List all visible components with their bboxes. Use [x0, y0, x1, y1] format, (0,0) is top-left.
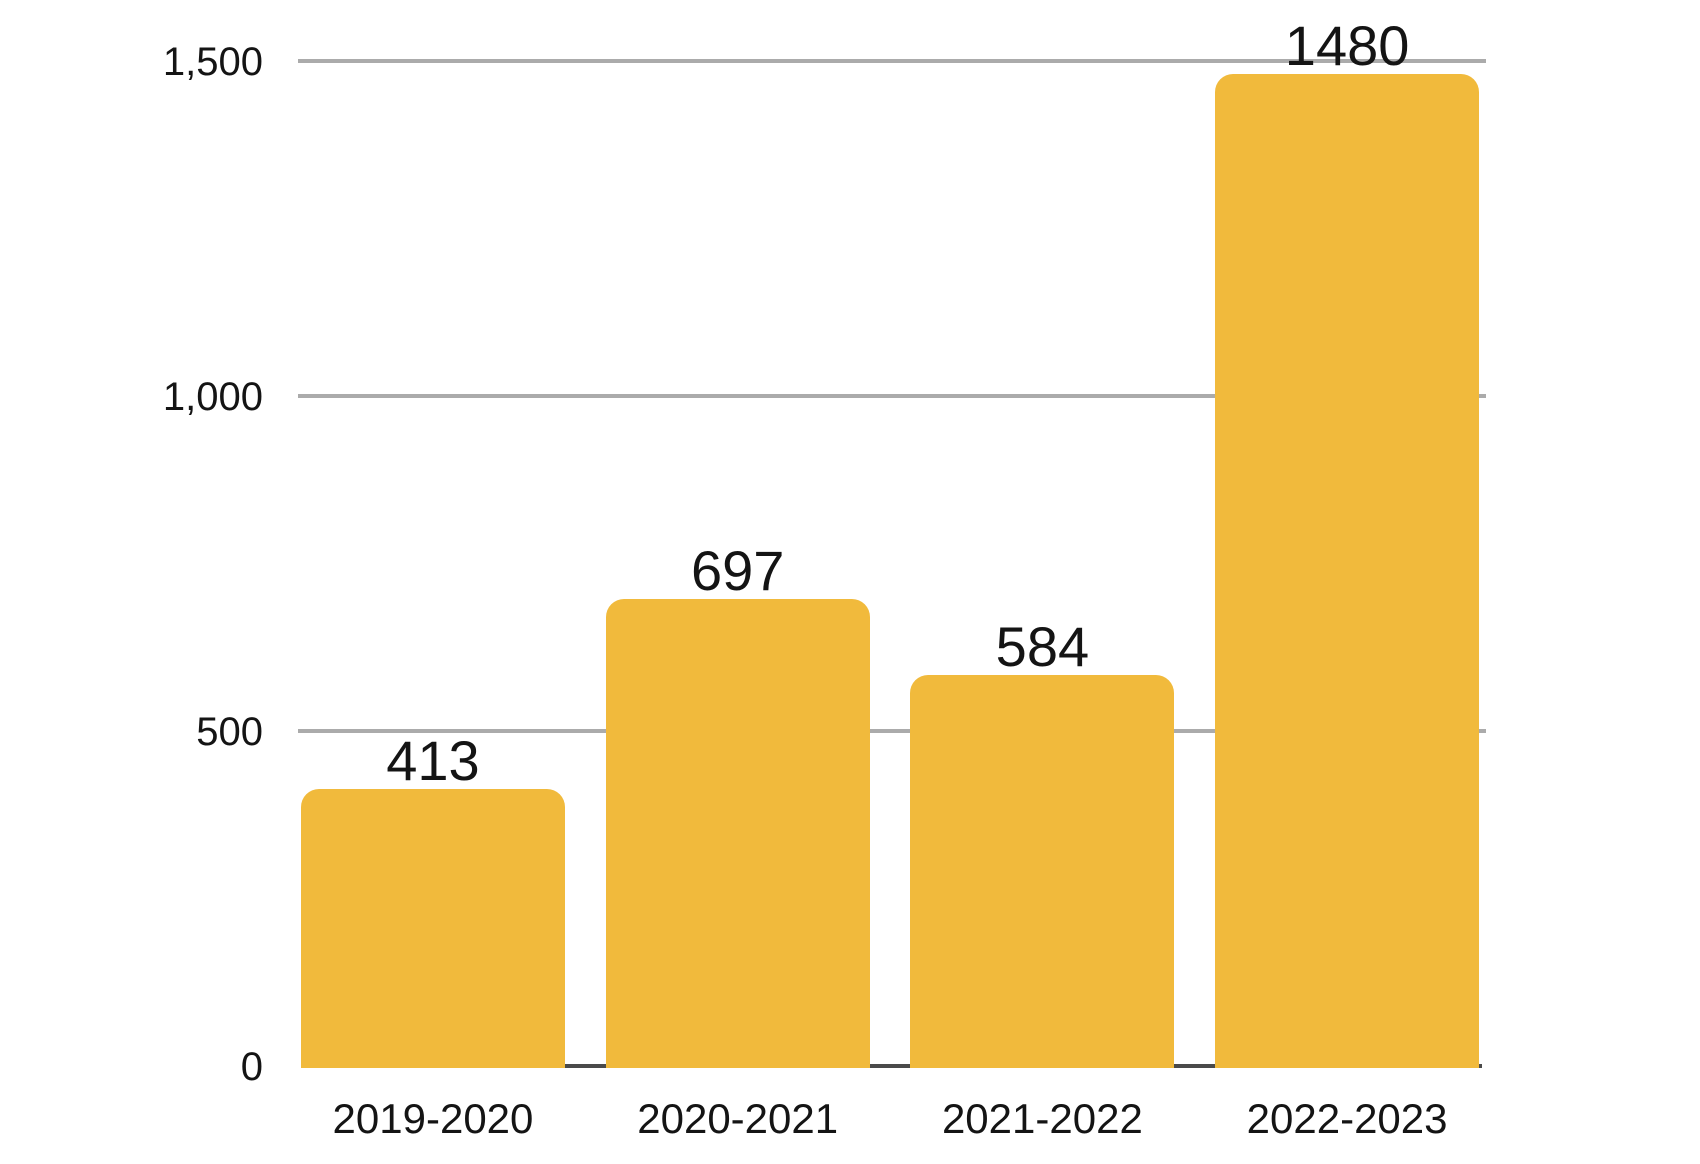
bar-2022-2023: [1215, 74, 1480, 1068]
x-tick-label-2021-2022: 2021-2022: [941, 1095, 1143, 1142]
bar-2021-2022: [910, 674, 1175, 1068]
gridline-500: [298, 729, 1486, 733]
gridline-1000: [298, 394, 1486, 398]
bar-value-label: 413: [386, 729, 480, 793]
x-tick-label-2019-2020: 2019-2020: [332, 1095, 534, 1142]
bar-2020-2021: [605, 599, 870, 1068]
bar-2019-2020: [301, 789, 565, 1068]
y-tick-label: 500: [196, 710, 263, 754]
gridline-1500: [298, 59, 1486, 63]
bar-value-label: 584: [995, 614, 1090, 678]
bar-value-label: 1480: [1284, 14, 1410, 78]
x-axis-baseline: [301, 1064, 1482, 1068]
y-tick-label: 1,500: [162, 40, 263, 84]
bar-value-label: 697: [690, 539, 785, 602]
x-tick-label-2022-2023: 2022-2023: [1246, 1095, 1448, 1142]
y-tick-label: 1,000: [162, 375, 263, 419]
y-tick-label: 0: [240, 1045, 263, 1089]
x-tick-label-2020-2021: 2020-2021: [637, 1095, 839, 1142]
